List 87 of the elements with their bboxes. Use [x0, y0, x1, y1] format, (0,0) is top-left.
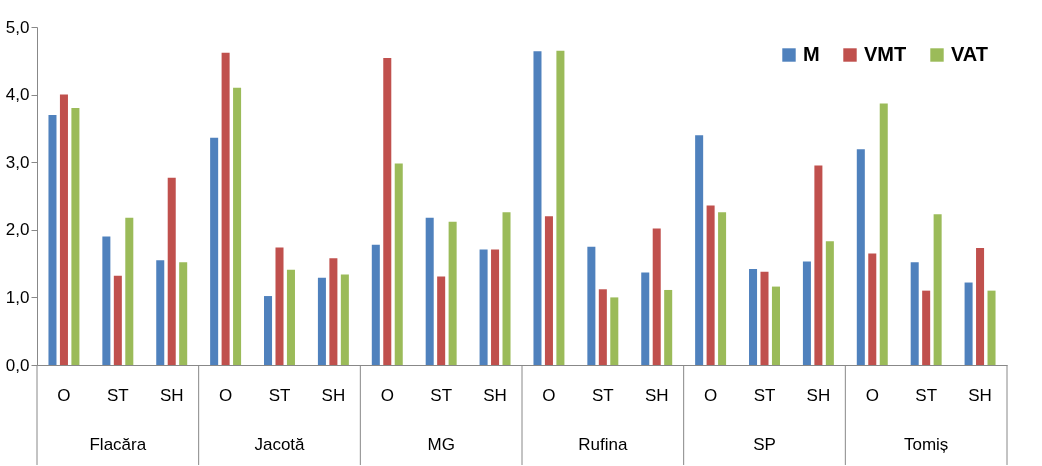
x-tick-label: O	[57, 385, 71, 405]
x-tick-label: O	[542, 385, 556, 405]
y-tick-label: 2,0	[5, 220, 30, 240]
x-tick-label: O	[865, 385, 879, 405]
bar	[760, 271, 769, 365]
bar	[706, 205, 715, 365]
bar	[102, 236, 111, 365]
bar	[264, 296, 273, 365]
bar	[718, 212, 727, 365]
text: Rufina	[578, 435, 628, 454]
bar	[221, 52, 230, 365]
bar	[933, 214, 942, 365]
bar	[544, 216, 553, 365]
bar	[437, 276, 446, 365]
bar	[533, 51, 542, 365]
bar	[371, 244, 380, 365]
text: SP	[753, 435, 776, 454]
text: MG	[427, 435, 455, 454]
bar	[48, 114, 57, 365]
bar	[448, 221, 457, 365]
y-tick-label: 3,0	[5, 152, 30, 172]
x-tick-label: ST	[268, 385, 291, 405]
bar	[113, 275, 122, 365]
y-tick-label: 1,0	[5, 287, 30, 307]
x-tick-label: O	[218, 385, 233, 405]
x-tick-label: ST	[591, 385, 614, 405]
bar	[502, 212, 511, 365]
x-tick-label: ST	[753, 385, 776, 405]
bar	[479, 249, 488, 365]
bar	[286, 269, 295, 365]
bar	[749, 269, 758, 365]
bar	[610, 297, 619, 365]
bar	[210, 137, 219, 365]
bar	[394, 163, 403, 365]
legend-label: VMT	[864, 43, 907, 65]
bar	[156, 260, 165, 365]
bar	[71, 108, 80, 365]
bar	[664, 289, 673, 365]
bar	[652, 228, 661, 365]
text: Tomiș	[903, 435, 949, 454]
bar	[59, 94, 68, 365]
y-tick-label: 4,0	[5, 85, 30, 105]
bar	[964, 282, 973, 365]
bar	[340, 274, 349, 365]
bar	[598, 289, 607, 365]
bar	[856, 149, 865, 365]
bar	[771, 286, 780, 365]
x-tick-label: SH	[968, 385, 992, 405]
x-tick-label: SH	[644, 385, 669, 405]
x-tick-label: ST	[430, 385, 453, 405]
x-tick-label: SH	[159, 385, 184, 405]
bar	[556, 50, 565, 365]
bar	[125, 217, 134, 365]
bar	[329, 258, 338, 365]
x-tick-label: O	[380, 385, 394, 405]
bar	[922, 290, 931, 365]
bar	[383, 58, 392, 365]
x-tick-label: O	[703, 385, 718, 405]
bar	[695, 135, 704, 365]
bar	[233, 87, 242, 365]
bar	[275, 247, 284, 365]
bar	[879, 103, 888, 365]
x-tick-label: ST	[106, 385, 129, 405]
x-tick-label: SH	[806, 385, 831, 405]
bar	[802, 261, 811, 365]
bar	[641, 272, 650, 365]
bar	[587, 246, 596, 365]
y-tick-label: 0,0	[5, 355, 30, 375]
bar	[491, 249, 500, 365]
bar	[910, 262, 919, 365]
legend-label: M	[803, 43, 820, 65]
text: Jacotă	[254, 435, 306, 454]
bar	[868, 253, 877, 365]
bar	[976, 248, 985, 365]
text: Flacăra	[89, 435, 147, 454]
x-tick-label: SH	[321, 385, 346, 405]
bar	[317, 277, 326, 365]
x-tick-label: SH	[483, 385, 507, 405]
bar	[179, 262, 188, 365]
bar	[987, 290, 996, 365]
x-tick-label: ST	[915, 385, 938, 405]
bar	[814, 165, 823, 365]
y-tick-label: 5,0	[5, 17, 30, 37]
legend-label: VAT	[951, 43, 989, 65]
bar	[825, 241, 834, 365]
bar	[167, 177, 176, 365]
bar	[425, 217, 434, 365]
